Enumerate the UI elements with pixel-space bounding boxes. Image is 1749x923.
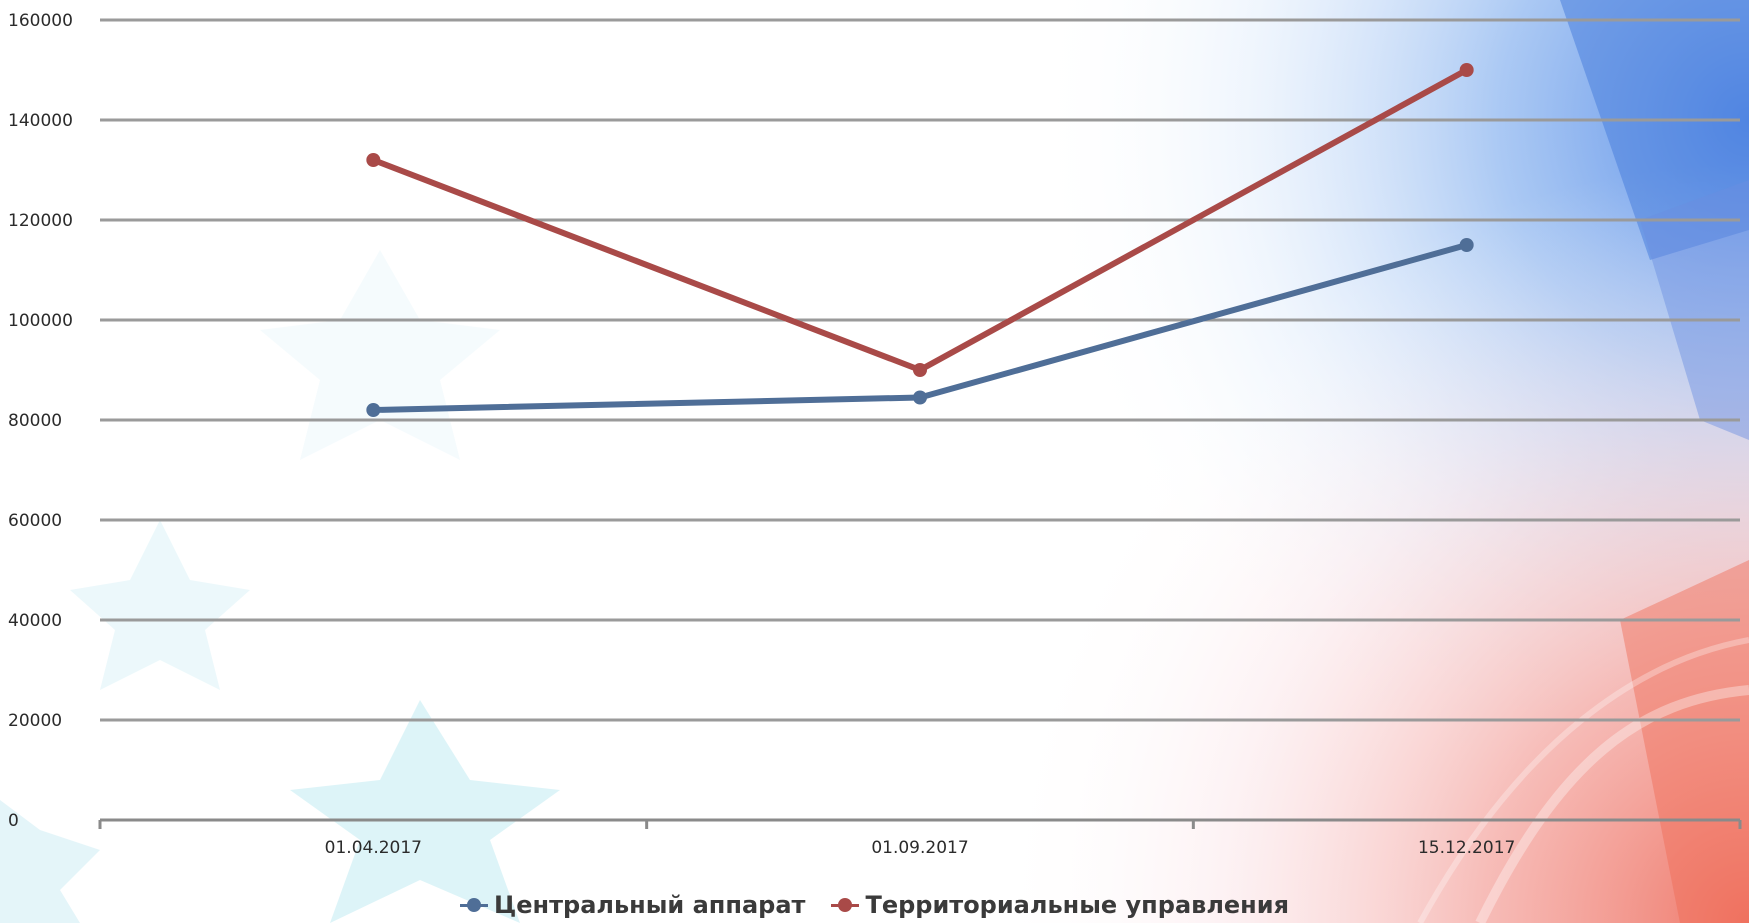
legend-marker-central	[459, 898, 488, 912]
y-tick-labels: 0 20000 40000 60000 80000 100000 120000 140000 1…	[8, 11, 73, 831]
y-tick-label: 60000	[8, 511, 62, 531]
data-point	[1459, 238, 1474, 252]
data-point	[366, 153, 381, 167]
y-tick-label: 140000	[8, 111, 73, 131]
data-point	[913, 390, 927, 405]
x-tick-labels: 01.04.2017 01.09.2017 15.12.2017	[325, 838, 1516, 858]
gridlines	[100, 18, 1740, 722]
x-tick-label: 15.12.2017	[1418, 838, 1515, 858]
legend: Центральный аппарат Территориальные упра…	[0, 888, 1749, 922]
y-tick-label: 160000	[8, 11, 73, 31]
legend-marker-territorial	[831, 898, 860, 912]
x-axis	[98, 818, 1742, 829]
data-point	[1459, 63, 1474, 77]
y-tick-label: 40000	[8, 611, 62, 631]
data-point	[913, 363, 927, 377]
legend-item-territorial: Территориальные управления	[831, 891, 1289, 919]
legend-item-central: Центральный аппарат	[459, 891, 806, 919]
y-tick-label: 20000	[8, 711, 62, 731]
legend-label-central: Центральный аппарат	[493, 891, 806, 919]
x-tick-label: 01.09.2017	[871, 838, 968, 858]
y-tick-label: 120000	[8, 211, 73, 231]
x-tick-label: 01.04.2017	[325, 838, 422, 858]
legend-label-territorial: Территориальные управления	[865, 891, 1289, 919]
y-tick-label: 100000	[8, 311, 73, 331]
y-tick-label: 0	[8, 811, 19, 831]
series-lines	[366, 63, 1474, 417]
y-tick-label: 80000	[8, 411, 62, 431]
data-point	[366, 403, 381, 417]
